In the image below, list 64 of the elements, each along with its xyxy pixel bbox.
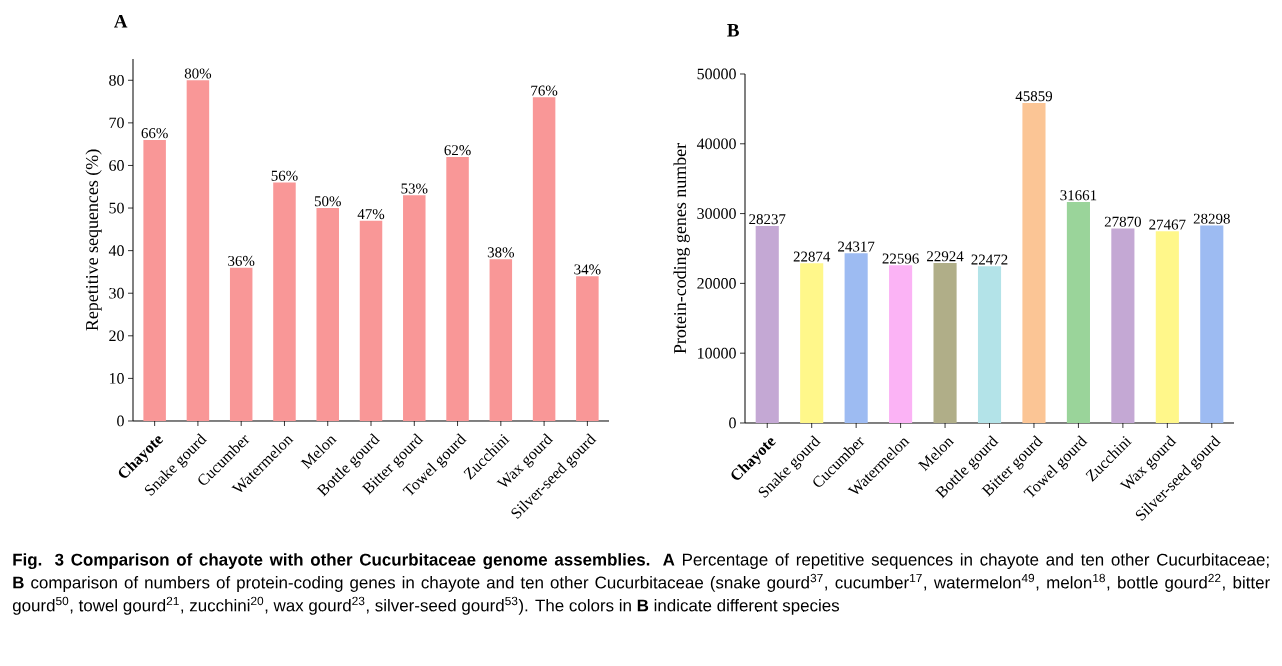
bar (186, 80, 210, 421)
bar (532, 97, 556, 421)
y-tick-label: 20000 (697, 278, 736, 289)
y-tick-label: 0 (117, 415, 124, 427)
data-label: 76% (531, 85, 558, 96)
bar (489, 259, 513, 421)
data-label: 45859 (1015, 91, 1053, 102)
bar (359, 220, 383, 421)
bar (844, 253, 868, 423)
bar (800, 263, 824, 423)
y-tick-label: 80 (109, 74, 124, 86)
bar (889, 265, 913, 423)
y-axis-title: Protein-coding genes number (673, 143, 690, 354)
data-label: 27467 (1149, 219, 1186, 230)
data-label: 34% (574, 264, 601, 275)
data-label: 27870 (1104, 216, 1141, 227)
bar (755, 225, 779, 423)
y-tick-label: 70 (109, 117, 124, 129)
bar (229, 267, 253, 421)
data-label: 28237 (749, 214, 786, 225)
data-label: 28298 (1193, 213, 1230, 224)
y-tick-label: 30 (109, 287, 124, 299)
y-tick-label: 30000 (697, 208, 736, 219)
y-tick-label: 10 (109, 373, 124, 384)
data-label: 56% (271, 170, 298, 181)
data-label: 22924 (927, 251, 964, 262)
bar (1111, 228, 1135, 423)
data-label: 66% (141, 128, 168, 139)
y-tick-label: 40000 (696, 138, 736, 150)
data-label: 22472 (971, 254, 1008, 265)
y-tick-label: 40 (108, 245, 124, 257)
data-label: 36% (228, 255, 255, 266)
bar (1022, 102, 1046, 423)
y-tick-label: 50000 (697, 68, 736, 80)
text: Fig. 3 Comparison of chayote with other Cucurbitaceae genome assemblies. A Percentage of repetitive sequences in chayote and ten other Cucurbitaceae; B comparison of numbers of protein-coding genes in chayote and ten other Cucurbitaceae (snake gourd$^{37}$, cucumber$^{17}$, watermelon$^{49}$, melon$^{18}$, bottle gourd$^{22}$, bitter gourd$^{50}$, towel gourd$^{21}$, zucchini$^{20}$, wax gourd$^{23}$, silver-seed gourd$^{53}$). The colors in B indicate different species (12, 553, 1270, 615)
data-label: 22874 (793, 251, 831, 262)
bar (143, 139, 166, 421)
y-tick-label: 0 (729, 417, 736, 429)
chart-title: B (727, 24, 739, 37)
data-label: 38% (487, 247, 515, 258)
bar (933, 262, 957, 423)
data-label: 53% (401, 183, 428, 194)
data-label: 24317 (838, 241, 875, 252)
y-tick-label: 50 (109, 202, 124, 214)
data-label: 80% (184, 68, 212, 79)
data-label: 22596 (882, 253, 919, 264)
data-label: 47% (357, 208, 385, 220)
bar (316, 208, 339, 421)
y-tick-label: 20 (109, 330, 124, 342)
bar (403, 195, 426, 421)
y-tick-label: 60 (109, 160, 124, 171)
data-label: 31661 (1060, 190, 1097, 201)
y-tick-label: 10000 (698, 347, 736, 359)
y-axis-title: Repetitive sequences (%) (85, 149, 102, 331)
bar (1155, 231, 1179, 423)
chart-title: A (114, 15, 128, 28)
data-label: 50% (314, 196, 341, 207)
bar (576, 276, 599, 421)
data-label: 62% (444, 145, 471, 156)
bar (446, 156, 469, 421)
bar (977, 266, 1002, 423)
bar (1066, 201, 1090, 423)
bar (1200, 225, 1224, 423)
bar (273, 182, 296, 421)
